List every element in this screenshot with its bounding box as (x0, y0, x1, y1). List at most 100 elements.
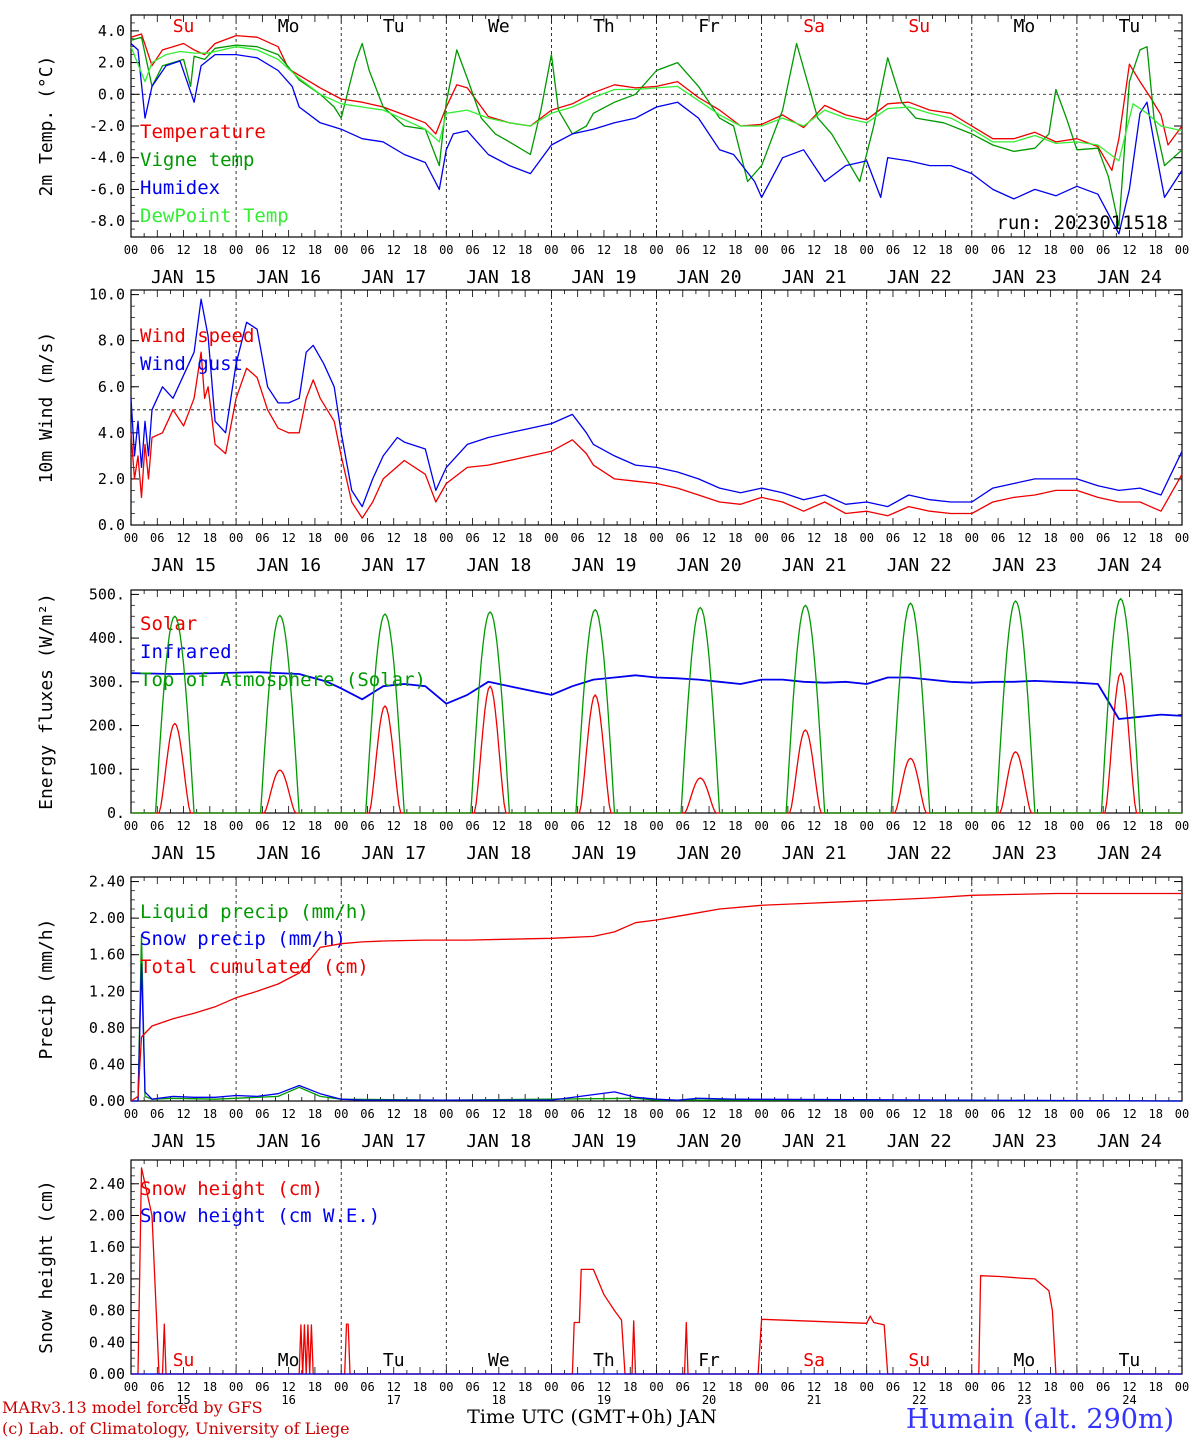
hour-tick-label: 12 (176, 1380, 190, 1394)
meteogram-panels: 00 06 12 18 00 06 12 18 00 06 12 18 00 06 12 18 00 06 12 18… (36, 14, 1189, 1407)
date-label: JAN 15 (151, 1131, 216, 1152)
hour-tick-label: 00 (124, 1380, 138, 1394)
hour-tick-label: 12 (1017, 1107, 1031, 1121)
y-tick-label: 6.0 (98, 378, 125, 396)
y-tick-label: 0.80 (89, 1019, 125, 1037)
hour-tick-label: 18 (1148, 243, 1162, 257)
y-tick-label: 4.0 (98, 22, 125, 40)
hour-tick-label: 12 (387, 243, 401, 257)
hour-tick-label: 06 (991, 1380, 1005, 1394)
date-label: JAN 23 (992, 843, 1057, 864)
date-label: JAN 17 (361, 555, 426, 576)
hour-tick-label: 12 (176, 819, 190, 833)
hour-tick-label: 18 (518, 243, 532, 257)
hour-tick-label: 06 (150, 819, 164, 833)
weekday-label: Fr (698, 16, 720, 37)
hour-tick-label: 00 (439, 819, 453, 833)
y-tick-label: 0.00 (89, 1365, 125, 1383)
hour-tick-label: 06 (886, 531, 900, 545)
y-tick-label: 8.0 (98, 332, 125, 350)
date-label: JAN 18 (466, 555, 531, 576)
y-tick-label: 1.20 (89, 982, 125, 1000)
y-tick-label: -8.0 (89, 212, 125, 230)
hour-tick-label: 00 (1070, 819, 1084, 833)
hour-tick-label: 18 (203, 1107, 217, 1121)
weekday-label: Mo (1014, 1350, 1036, 1371)
hour-tick-label: 06 (150, 1380, 164, 1394)
hour-tick-label: 00 (1175, 531, 1189, 545)
hour-tick-label: 06 (676, 243, 690, 257)
hour-tick-label: 12 (492, 1380, 506, 1394)
legend-entry: Snow height (cm W.E.) (140, 1205, 380, 1227)
hour-tick-label: 12 (1122, 243, 1136, 257)
hour-tick-label: 12 (281, 819, 295, 833)
hour-tick-label: 00 (439, 1380, 453, 1394)
hour-tick-label: 00 (965, 819, 979, 833)
hour-tick-label: 00 (229, 531, 243, 545)
hour-tick-label: 00 (229, 243, 243, 257)
date-label: JAN 22 (887, 555, 952, 576)
hour-tick-label: 00 (859, 1107, 873, 1121)
hour-tick-label: 06 (465, 243, 479, 257)
hour-tick-label: 18 (623, 531, 637, 545)
date-label: JAN 20 (677, 267, 742, 288)
date-label: JAN 16 (256, 555, 321, 576)
hour-tick-label: 06 (570, 1107, 584, 1121)
hour-tick-label: 00 (965, 1380, 979, 1394)
weekday-label: Tu (383, 1350, 405, 1371)
legend-entry: Total cumulated (cm) (140, 956, 369, 978)
hour-tick-label: 18 (518, 1380, 532, 1394)
weekday-label: Tu (1119, 16, 1141, 37)
hour-tick-label: 18 (413, 1380, 427, 1394)
hour-tick-label: 00 (439, 243, 453, 257)
hour-tick-label: 00 (859, 819, 873, 833)
legend-entry: Liquid precip (mm/h) (140, 901, 369, 923)
hour-tick-label: 12 (1122, 531, 1136, 545)
legend-entry: Wind gust (140, 353, 243, 375)
hour-tick-label: 00 (965, 531, 979, 545)
date-label: JAN 17 (361, 267, 426, 288)
hour-tick-label: 00 (124, 819, 138, 833)
hour-tick-label: 18 (518, 819, 532, 833)
hour-tick-label: 00 (334, 1107, 348, 1121)
y-tick-label: 2.00 (89, 1206, 125, 1224)
date-label: JAN 16 (256, 1131, 321, 1152)
y-tick-label: 100. (89, 760, 125, 778)
footer-model-text: MARv3.13 model forced by GFS (2, 1398, 263, 1417)
hour-tick-label: 00 (229, 819, 243, 833)
date-label: JAN 24 (1097, 1131, 1162, 1152)
hour-tick-label: 06 (781, 243, 795, 257)
hour-tick-label: 18 (203, 243, 217, 257)
hour-tick-label: 00 (649, 243, 663, 257)
y-tick-label: 300. (89, 673, 125, 691)
legend-entry: Snow height (cm) (140, 1178, 323, 1200)
hour-tick-label: 12 (492, 243, 506, 257)
weekday-label: Sa (803, 16, 825, 37)
hour-tick-label: 06 (991, 531, 1005, 545)
hour-tick-label: 12 (702, 1107, 716, 1121)
hour-tick-label: 00 (334, 243, 348, 257)
hour-tick-label: 00 (334, 819, 348, 833)
hour-tick-label: 12 (387, 1380, 401, 1394)
day-number-label: 23 (1017, 1393, 1031, 1407)
day-number-label: 24 (1122, 1393, 1136, 1407)
hour-tick-label: 18 (1148, 1107, 1162, 1121)
hour-tick-label: 06 (360, 1380, 374, 1394)
hour-tick-label: 12 (597, 819, 611, 833)
day-number-label: 21 (807, 1393, 821, 1407)
hour-tick-label: 00 (1070, 531, 1084, 545)
legend-entry: Temperature (140, 121, 266, 143)
hour-tick-label: 00 (124, 243, 138, 257)
hour-tick-label: 18 (938, 819, 952, 833)
hour-tick-label: 12 (387, 1107, 401, 1121)
hour-tick-label: 18 (623, 243, 637, 257)
date-label: JAN 17 (361, 1131, 426, 1152)
panel-3: 00 06 12 18 00 06 12 18 00 06 12 18 00 06 12 18 00 06 12 18… (36, 585, 1189, 864)
hour-tick-label: 18 (413, 819, 427, 833)
hour-tick-label: 12 (176, 1107, 190, 1121)
legend-entry: Top of Atmosphere (Solar) (140, 669, 426, 691)
series-line-dewpoint-temp (130, 46, 1183, 162)
hour-tick-label: 06 (886, 1107, 900, 1121)
weekday-label: Fr (698, 1350, 720, 1371)
